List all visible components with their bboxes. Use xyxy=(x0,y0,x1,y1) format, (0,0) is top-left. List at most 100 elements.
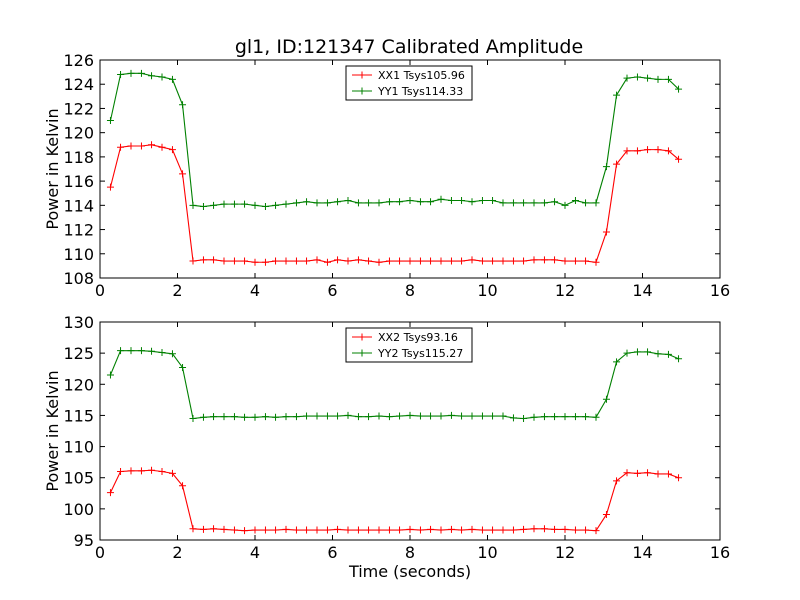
legend: XX1 Tsys105.96 YY1 Tsys114.33 xyxy=(345,65,473,101)
data-point xyxy=(230,200,238,208)
x-tick-label: 8 xyxy=(405,543,415,562)
x-tick-label: 4 xyxy=(250,543,260,562)
data-point xyxy=(313,526,321,534)
data-point xyxy=(664,75,672,83)
data-point xyxy=(644,348,652,356)
data-point xyxy=(478,257,486,265)
data-point xyxy=(230,257,238,265)
data-point xyxy=(385,526,393,534)
data-point xyxy=(220,200,228,208)
x-tick-label: 14 xyxy=(632,281,652,300)
data-point xyxy=(396,198,404,206)
figure-title: gl1, ID:121347 Calibrated Amplitude xyxy=(235,36,583,58)
data-point xyxy=(582,199,590,207)
data-point xyxy=(199,525,207,533)
data-point xyxy=(458,257,466,265)
data-point xyxy=(675,474,683,482)
data-point xyxy=(427,198,435,206)
data-point xyxy=(251,201,259,209)
data-point xyxy=(644,146,652,154)
y-tick-label: 110 xyxy=(63,438,94,457)
data-point xyxy=(241,200,249,208)
data-point xyxy=(106,371,114,379)
data-point xyxy=(375,258,383,266)
data-point xyxy=(396,526,404,534)
data-point xyxy=(447,411,455,419)
data-point xyxy=(613,160,621,168)
y-axis-label: Power in Kelvin xyxy=(43,370,62,491)
data-point xyxy=(468,525,476,533)
data-point xyxy=(530,199,538,207)
data-point xyxy=(416,257,424,265)
data-point xyxy=(478,526,486,534)
data-point xyxy=(292,257,300,265)
y-axis-label: Power in Kelvin xyxy=(43,108,62,229)
data-point xyxy=(168,146,176,154)
data-point xyxy=(592,258,600,266)
data-point xyxy=(468,412,476,420)
legend-label: YY2 Tsys115.27 xyxy=(377,347,463,360)
data-point xyxy=(365,257,373,265)
data-point xyxy=(210,413,218,421)
data-point xyxy=(623,469,631,477)
data-point xyxy=(416,526,424,534)
data-point xyxy=(158,467,166,475)
data-point xyxy=(334,198,342,206)
data-point xyxy=(323,199,331,207)
data-point xyxy=(261,413,269,421)
x-axis-label: Time (seconds) xyxy=(348,562,471,581)
data-point xyxy=(334,525,342,533)
y-tick-label: 130 xyxy=(63,313,94,332)
data-point xyxy=(117,467,125,475)
legend-label: XX1 Tsys105.96 xyxy=(378,69,465,82)
data-point xyxy=(303,526,311,534)
series-2 xyxy=(106,347,683,423)
data-point xyxy=(137,347,145,355)
data-point xyxy=(551,413,559,421)
data-point xyxy=(241,527,249,535)
data-point xyxy=(489,257,497,265)
data-point xyxy=(117,143,125,151)
legend-marker xyxy=(358,71,366,79)
data-point xyxy=(189,257,197,265)
data-point xyxy=(447,257,455,265)
data-point xyxy=(220,413,228,421)
y-tick-label: 122 xyxy=(63,99,94,118)
data-point xyxy=(540,199,548,207)
data-point xyxy=(334,412,342,420)
data-point xyxy=(437,526,445,534)
data-point xyxy=(199,203,207,211)
data-point xyxy=(427,412,435,420)
data-point xyxy=(168,75,176,83)
subplots: 0 2 4 6 8 10 12 14 16108110112114116118120122124… xyxy=(43,51,730,581)
data-point xyxy=(354,256,362,264)
data-point xyxy=(633,147,641,155)
y-tick-label: 108 xyxy=(63,269,94,288)
data-point xyxy=(137,69,145,77)
data-point xyxy=(675,155,683,163)
data-point xyxy=(354,526,362,534)
data-point xyxy=(406,525,414,533)
data-point xyxy=(344,411,352,419)
y-tick-label: 118 xyxy=(63,148,94,167)
data-point xyxy=(437,412,445,420)
data-point xyxy=(427,525,435,533)
data-point xyxy=(602,395,610,403)
data-point xyxy=(261,203,269,211)
data-point xyxy=(582,257,590,265)
data-point xyxy=(520,415,528,423)
data-point xyxy=(582,526,590,534)
data-point xyxy=(406,257,414,265)
data-point xyxy=(272,257,280,265)
data-point xyxy=(241,257,249,265)
data-point xyxy=(179,363,187,371)
data-point xyxy=(458,196,466,204)
data-point xyxy=(613,477,621,485)
data-point xyxy=(644,74,652,82)
data-point xyxy=(654,146,662,154)
data-point xyxy=(613,91,621,99)
y-tick-label: 115 xyxy=(63,406,94,425)
data-point xyxy=(251,526,259,534)
data-point xyxy=(334,256,342,264)
data-point xyxy=(489,196,497,204)
